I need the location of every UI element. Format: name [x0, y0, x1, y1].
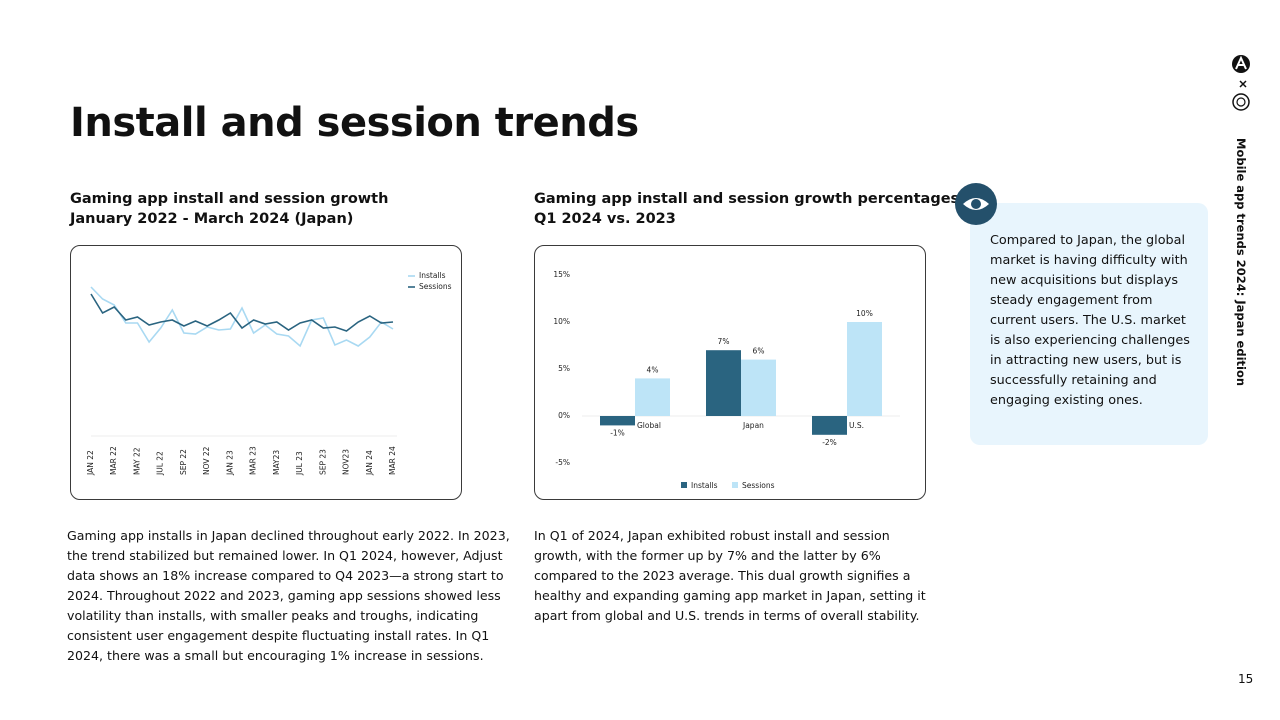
series-line	[90, 286, 394, 348]
callout-text: Compared to Japan, the global market is …	[990, 233, 1190, 408]
legend-label: Installs	[419, 271, 446, 280]
logo-mark	[1235, 55, 1247, 70]
bar	[847, 322, 882, 416]
x-tick-label: SEP 22	[179, 449, 188, 475]
x-tick-label: MAY 22	[132, 447, 141, 475]
paragraph: Gaming app installs in Japan declined th…	[67, 528, 510, 663]
value-label: 10%	[856, 309, 873, 318]
y-tick-label: 10%	[553, 317, 570, 326]
x-tick-label: MAR 22	[109, 446, 118, 475]
bar	[741, 359, 776, 416]
legend-label: Sessions	[419, 282, 452, 291]
series-line	[90, 293, 394, 332]
bar	[600, 416, 635, 426]
value-label: 4%	[647, 365, 659, 374]
x-tick-label: Global	[637, 421, 661, 430]
legend-label: Installs	[691, 481, 718, 490]
chart-frame	[534, 245, 926, 500]
x-tick-label: SEP 23	[318, 449, 327, 475]
bar	[812, 416, 847, 435]
chart-frame	[70, 245, 462, 500]
y-tick-label: 5%	[558, 364, 570, 373]
pupil	[971, 199, 981, 209]
x-tick-label: JAN 23	[225, 450, 234, 476]
page-number: 15	[1238, 672, 1254, 686]
x-tick-label: MAR 23	[249, 446, 258, 475]
x-tick-label: JUL 22	[156, 451, 165, 476]
y-tick-label: 15%	[553, 270, 570, 279]
x-tick-label: NOV 22	[202, 446, 211, 475]
cross	[1239, 80, 1247, 88]
page-title: Install and session trends	[70, 100, 639, 146]
legend-swatch	[732, 482, 738, 488]
value-label: -2%	[822, 438, 837, 447]
x-tick-label: Japan	[742, 421, 764, 430]
logo	[1232, 93, 1250, 111]
chart-heading: Gaming app install and session growth pe…	[534, 189, 959, 229]
value-label: 7%	[718, 337, 730, 346]
x-tick-label: MAY23	[272, 450, 281, 475]
x-tick-label: MAR 24	[388, 446, 397, 475]
side-label: Mobile app trends 2024: Japan edition	[1234, 138, 1248, 387]
value-label: 6%	[753, 347, 765, 356]
chart-heading: Gaming app install and session growth Ja…	[70, 189, 388, 229]
logo-mark	[1236, 97, 1246, 107]
callout-box	[970, 203, 1208, 445]
heading-line: Q1 2024 vs. 2023	[534, 211, 676, 227]
heading-line: Gaming app install and session growth	[70, 191, 389, 207]
x-tick-label: JAN 24	[365, 450, 374, 476]
eye-icon	[955, 183, 997, 225]
value-label: -1%	[610, 428, 625, 437]
x-tick-label: U.S.	[849, 421, 864, 430]
x-tick-label: JUL 23	[295, 451, 304, 476]
y-tick-label: -5%	[555, 458, 570, 467]
paragraph: In Q1 of 2024, Japan exhibited robust in…	[534, 528, 926, 623]
bar	[635, 378, 670, 416]
legend-label: Sessions	[742, 481, 775, 490]
y-tick-label: 0%	[558, 411, 570, 420]
heading-line: Gaming app install and session growth pe…	[534, 191, 960, 207]
x-tick-label: NOV23	[342, 449, 351, 475]
bar	[706, 350, 741, 416]
legend-swatch	[681, 482, 687, 488]
x-tick-label: JAN 22	[86, 450, 95, 476]
heading-line: January 2022 - March 2024 (Japan)	[70, 211, 354, 227]
